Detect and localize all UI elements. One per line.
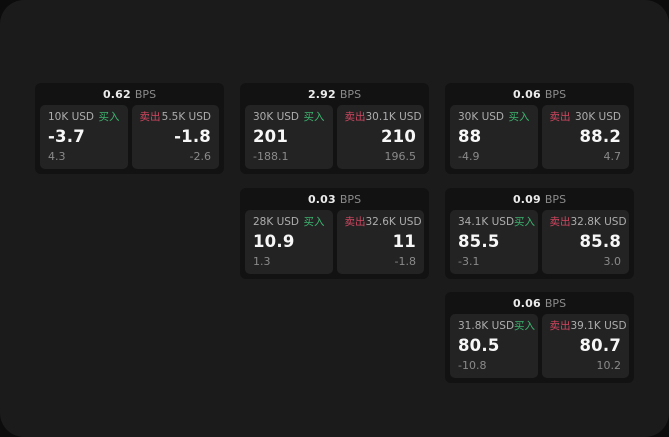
sell-side-label: 卖出 (139, 111, 161, 123)
buy-change: -10.8 (458, 359, 487, 372)
bps-header: 2.92 BPS (240, 83, 429, 105)
bps-header: 0.06 BPS (445, 292, 634, 314)
sell-tile[interactable]: 卖出 39.1K USD 80.7 10.2 (541, 314, 629, 378)
sell-tile[interactable]: 卖出 32.8K USD 85.8 3.0 (541, 210, 629, 274)
sell-amount: 32.8K USD (570, 216, 627, 228)
buy-side-label: 买入 (303, 111, 325, 123)
sell-change: 10.2 (596, 359, 622, 372)
buy-tile[interactable]: 28K USD 买入 10.9 1.3 (245, 210, 333, 274)
bps-unit-label: BPS (544, 192, 567, 206)
sell-tile[interactable]: 卖出 30.1K USD 210 196.5 (336, 105, 424, 169)
buy-amount: 28K USD (253, 216, 300, 228)
sell-side-label: 卖出 (549, 216, 571, 228)
buy-side-label: 买入 (514, 216, 536, 228)
sell-amount: 5.5K USD (161, 111, 211, 123)
buy-amount: 30K USD (253, 111, 300, 123)
sell-amount: 30K USD (574, 111, 621, 123)
sell-side-label: 卖出 (549, 111, 571, 123)
bps-value: 0.06 (512, 296, 541, 310)
sell-tile[interactable]: 卖出 5.5K USD -1.8 -2.6 (131, 105, 219, 169)
buy-price: 88 (458, 127, 482, 146)
buy-amount: 34.1K USD (458, 216, 515, 228)
bps-card: 0.06 BPS 30K USD 买入 88 -4.9 卖出 30K USD 8… (445, 83, 634, 174)
sell-tile[interactable]: 卖出 32.6K USD 11 -1.8 (336, 210, 424, 274)
bps-value: 0.03 (307, 192, 336, 206)
buy-price: 85.5 (458, 232, 500, 251)
bps-card: 0.03 BPS 28K USD 买入 10.9 1.3 卖出 32.6K US… (240, 188, 429, 279)
sell-tile[interactable]: 卖出 30K USD 88.2 4.7 (541, 105, 629, 169)
sell-price: -1.8 (174, 127, 211, 146)
sell-price: 88.2 (579, 127, 621, 146)
bps-header: 0.03 BPS (240, 188, 429, 210)
buy-price: 80.5 (458, 336, 500, 355)
bps-value: 0.09 (512, 192, 541, 206)
buy-amount: 30K USD (458, 111, 505, 123)
buy-tile[interactable]: 34.1K USD 买入 85.5 -3.1 (450, 210, 538, 274)
buy-tile[interactable]: 30K USD 买入 88 -4.9 (450, 105, 538, 169)
bps-header: 0.62 BPS (35, 83, 224, 105)
buy-sell-panels: 28K USD 买入 10.9 1.3 卖出 32.6K USD 11 -1.8 (240, 210, 429, 279)
buy-change: -188.1 (253, 150, 289, 163)
sell-change: 196.5 (384, 150, 417, 163)
sell-change: 3.0 (603, 255, 622, 268)
sell-side-label: 卖出 (344, 216, 366, 228)
sell-change: -1.8 (394, 255, 416, 268)
bps-card: 0.06 BPS 31.8K USD 买入 80.5 -10.8 卖出 39.1… (445, 292, 634, 383)
buy-price: 201 (253, 127, 289, 146)
buy-change: 4.3 (48, 150, 66, 163)
sell-price: 210 (380, 127, 416, 146)
bps-unit-label: BPS (339, 192, 362, 206)
buy-sell-panels: 10K USD 买入 -3.7 4.3 卖出 5.5K USD -1.8 -2.… (35, 105, 224, 174)
sell-amount: 32.6K USD (365, 216, 422, 228)
sell-side-label: 卖出 (344, 111, 366, 123)
bps-unit-label: BPS (544, 87, 567, 101)
bps-header: 0.06 BPS (445, 83, 634, 105)
sell-price: 80.7 (579, 336, 621, 355)
buy-sell-panels: 34.1K USD 买入 85.5 -3.1 卖出 32.8K USD 85.8… (445, 210, 634, 279)
sell-change: -2.6 (189, 150, 211, 163)
sell-change: 4.7 (603, 150, 622, 163)
sell-amount: 39.1K USD (570, 320, 627, 332)
buy-price: -3.7 (48, 127, 85, 146)
buy-side-label: 买入 (514, 320, 536, 332)
buy-change: 1.3 (253, 255, 271, 268)
buy-tile[interactable]: 30K USD 买入 201 -188.1 (245, 105, 333, 169)
buy-tile[interactable]: 10K USD 买入 -3.7 4.3 (40, 105, 128, 169)
bps-value: 0.06 (512, 87, 541, 101)
bps-card: 2.92 BPS 30K USD 买入 201 -188.1 卖出 30.1K … (240, 83, 429, 174)
buy-price: 10.9 (253, 232, 295, 251)
buy-amount: 10K USD (48, 111, 95, 123)
buy-side-label: 买入 (98, 111, 120, 123)
sell-side-label: 卖出 (549, 320, 571, 332)
buy-sell-panels: 31.8K USD 买入 80.5 -10.8 卖出 39.1K USD 80.… (445, 314, 634, 383)
buy-side-label: 买入 (303, 216, 325, 228)
buy-change: -3.1 (458, 255, 480, 268)
sell-price: 11 (392, 232, 416, 251)
sell-amount: 30.1K USD (365, 111, 422, 123)
sell-price: 85.8 (579, 232, 621, 251)
buy-sell-panels: 30K USD 买入 201 -188.1 卖出 30.1K USD 210 1… (240, 105, 429, 174)
buy-side-label: 买入 (508, 111, 530, 123)
buy-tile[interactable]: 31.8K USD 买入 80.5 -10.8 (450, 314, 538, 378)
buy-change: -4.9 (458, 150, 480, 163)
bps-header: 0.09 BPS (445, 188, 634, 210)
bps-value: 0.62 (102, 87, 131, 101)
bps-unit-label: BPS (339, 87, 362, 101)
bps-card: 0.09 BPS 34.1K USD 买入 85.5 -3.1 卖出 32.8K… (445, 188, 634, 279)
buy-sell-panels: 30K USD 买入 88 -4.9 卖出 30K USD 88.2 4.7 (445, 105, 634, 174)
bps-unit-label: BPS (544, 296, 567, 310)
buy-amount: 31.8K USD (458, 320, 515, 332)
bps-value: 2.92 (307, 87, 336, 101)
bps-unit-label: BPS (134, 87, 157, 101)
bps-card: 0.62 BPS 10K USD 买入 -3.7 4.3 卖出 5.5K USD… (35, 83, 224, 174)
